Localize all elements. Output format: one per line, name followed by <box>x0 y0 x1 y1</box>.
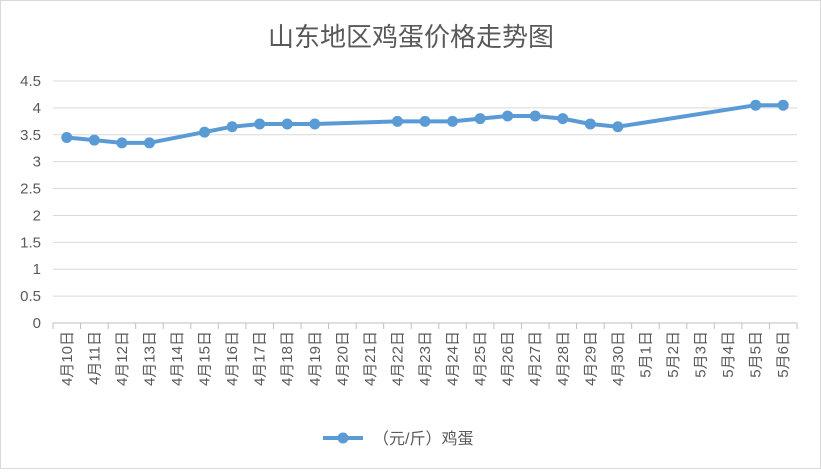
series-layer <box>61 99 789 149</box>
data-point[interactable] <box>254 118 266 130</box>
x-tick-label: 4月12日 <box>114 331 131 386</box>
y-tick-label: 1.5 <box>20 234 41 251</box>
x-tick-label: 4月27日 <box>527 331 544 386</box>
x-tick-label: 4月25日 <box>472 331 489 386</box>
x-tick-label: 4月19日 <box>307 331 324 386</box>
data-point[interactable] <box>226 121 238 133</box>
x-tick-label: 4月13日 <box>141 331 158 386</box>
x-tick-labels: 4月10日 4月11日 4月12日 4月13日 4月14日 4月15日 4月16日 4月17日… <box>59 331 792 386</box>
x-tick-label: 4月26日 <box>500 331 517 386</box>
chart-title: 山东地区鸡蛋价格走势图 <box>268 22 554 52</box>
data-point[interactable] <box>584 118 596 130</box>
x-tick-label: 4月24日 <box>445 331 462 386</box>
x-tick-label: 4月29日 <box>582 331 599 386</box>
legend[interactable]: （元/斤）鸡蛋 <box>323 430 473 448</box>
data-point[interactable] <box>557 113 569 125</box>
x-tick-label: 5月2日 <box>665 331 682 378</box>
x-tick-label: 4月10日 <box>59 331 76 386</box>
data-point[interactable] <box>199 126 211 138</box>
y-tick-label: 2.5 <box>20 181 41 198</box>
y-tick-label: 4.5 <box>20 73 41 90</box>
data-point[interactable] <box>88 134 100 146</box>
data-point[interactable] <box>419 115 431 127</box>
legend-label: （元/斤）鸡蛋 <box>373 430 473 448</box>
gridlines <box>53 80 797 297</box>
x-tick-label: 4月28日 <box>555 331 572 386</box>
x-tick-label: 5月6日 <box>775 331 792 378</box>
y-tick-label: 0 <box>33 315 41 332</box>
y-tick-label: 1 <box>33 261 41 278</box>
y-tick-label: 0.5 <box>20 288 41 305</box>
x-tick-label: 4月14日 <box>169 331 186 386</box>
data-point[interactable] <box>61 131 73 143</box>
y-tick-labels: 0 0.5 1 1.5 2 2.5 3 3.5 4 4.5 <box>20 73 41 332</box>
x-tick-label: 5月4日 <box>720 331 737 378</box>
x-tick-label: 4月22日 <box>389 331 406 386</box>
x-tick-label: 4月11日 <box>86 331 103 385</box>
data-point[interactable] <box>612 121 624 133</box>
axes <box>52 322 798 329</box>
y-tick-label: 3 <box>33 154 41 171</box>
x-tick-label: 4月20日 <box>334 331 351 386</box>
y-tick-label: 2 <box>33 207 41 224</box>
x-tick-label: 5月3日 <box>693 331 710 378</box>
x-tick-label: 4月17日 <box>252 331 269 386</box>
data-point[interactable] <box>143 137 155 149</box>
legend-marker <box>337 432 349 444</box>
x-tick-label: 4月21日 <box>362 331 379 386</box>
data-point[interactable] <box>116 137 128 149</box>
data-point[interactable] <box>281 118 293 130</box>
data-point[interactable] <box>529 110 541 122</box>
x-tick-label: 5月1日 <box>637 331 654 378</box>
data-point[interactable] <box>750 99 762 111</box>
data-point[interactable] <box>391 115 403 127</box>
x-tick-label: 5月5日 <box>748 331 765 378</box>
data-point[interactable] <box>474 113 486 125</box>
x-tick-label: 4月15日 <box>197 331 214 386</box>
x-tick-label: 4月18日 <box>279 331 296 386</box>
data-point[interactable] <box>502 110 514 122</box>
data-point[interactable] <box>447 115 459 127</box>
y-tick-label: 4 <box>33 100 41 117</box>
data-point[interactable] <box>309 118 321 130</box>
y-tick-label: 3.5 <box>20 127 41 144</box>
x-tick-label: 4月16日 <box>224 331 241 386</box>
x-tick-label: 4月30日 <box>610 331 627 386</box>
data-point[interactable] <box>777 99 789 111</box>
x-tick-label: 4月23日 <box>417 331 434 386</box>
